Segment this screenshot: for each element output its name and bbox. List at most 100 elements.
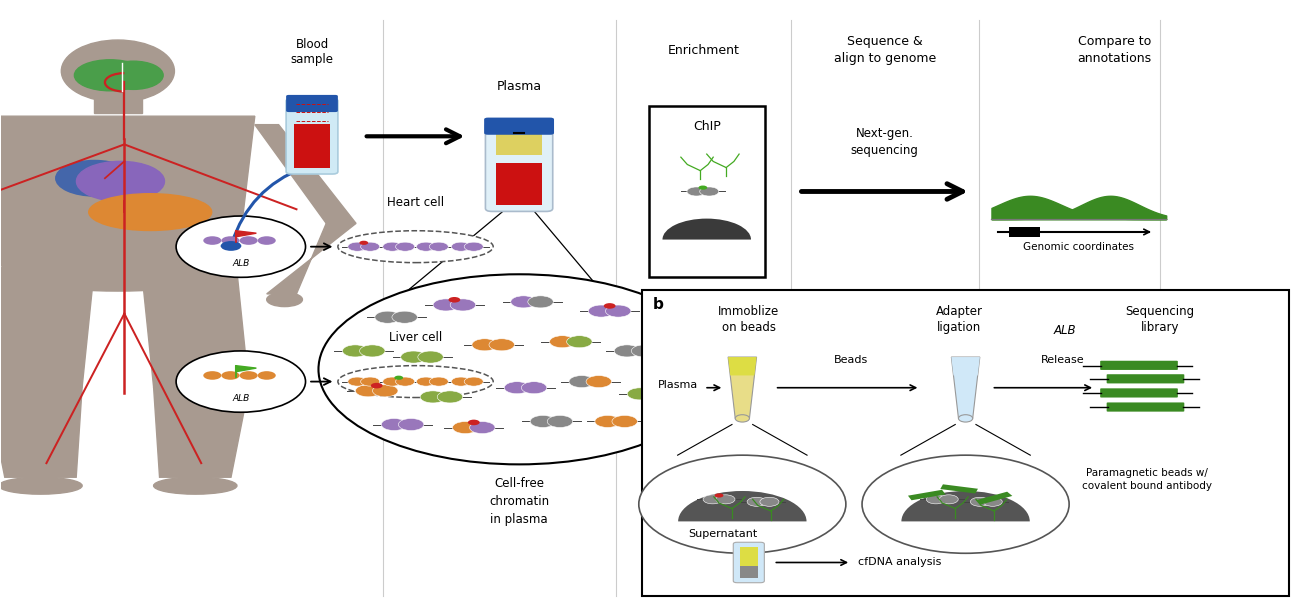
Bar: [648, 105, 765, 277]
Ellipse shape: [0, 251, 237, 291]
FancyBboxPatch shape: [484, 118, 554, 135]
Circle shape: [604, 303, 616, 309]
Bar: [294, 124, 331, 168]
Polygon shape: [236, 366, 257, 372]
Circle shape: [429, 377, 449, 386]
Bar: [95, 74, 141, 113]
Circle shape: [530, 415, 555, 428]
Circle shape: [595, 415, 620, 428]
Polygon shape: [728, 357, 756, 376]
Circle shape: [371, 383, 383, 389]
Circle shape: [392, 311, 418, 323]
Circle shape: [615, 345, 639, 357]
Circle shape: [464, 377, 484, 386]
Circle shape: [348, 377, 367, 386]
FancyBboxPatch shape: [1106, 375, 1184, 383]
Circle shape: [699, 187, 719, 196]
Ellipse shape: [0, 477, 82, 494]
Circle shape: [606, 305, 630, 317]
Text: Liver cell: Liver cell: [389, 331, 442, 344]
Polygon shape: [908, 490, 946, 500]
Circle shape: [176, 216, 306, 277]
Circle shape: [222, 237, 240, 245]
Bar: [1009, 227, 1040, 237]
Circle shape: [547, 415, 573, 428]
FancyBboxPatch shape: [485, 123, 553, 211]
Ellipse shape: [267, 293, 302, 307]
Ellipse shape: [153, 477, 237, 494]
Circle shape: [970, 497, 990, 506]
Circle shape: [394, 376, 403, 380]
Text: Enrichment: Enrichment: [668, 44, 739, 57]
Text: Compare to
annotations: Compare to annotations: [1078, 36, 1152, 65]
Circle shape: [983, 497, 1003, 506]
Circle shape: [383, 377, 402, 386]
Circle shape: [863, 455, 1069, 553]
Circle shape: [612, 415, 637, 428]
Ellipse shape: [104, 61, 163, 89]
Circle shape: [416, 242, 436, 251]
Text: Next-gen.
sequencing: Next-gen. sequencing: [851, 128, 918, 158]
Circle shape: [639, 455, 846, 553]
Text: ALB: ALB: [1053, 325, 1077, 338]
Circle shape: [698, 185, 707, 190]
Circle shape: [375, 311, 401, 323]
Circle shape: [468, 419, 480, 425]
Circle shape: [586, 376, 612, 387]
Text: Supernatant: Supernatant: [689, 529, 757, 539]
Circle shape: [355, 385, 381, 397]
Circle shape: [645, 388, 669, 400]
Circle shape: [716, 495, 735, 504]
Text: Cell-free
chromatin
in plasma: Cell-free chromatin in plasma: [489, 477, 549, 525]
Wedge shape: [901, 491, 1030, 521]
Circle shape: [550, 336, 575, 348]
Text: Blood
sample: Blood sample: [291, 38, 333, 66]
Circle shape: [361, 377, 380, 386]
FancyBboxPatch shape: [1100, 388, 1178, 397]
Circle shape: [511, 296, 536, 308]
Circle shape: [693, 355, 715, 365]
Circle shape: [437, 391, 463, 403]
FancyBboxPatch shape: [1100, 361, 1178, 370]
Wedge shape: [663, 219, 751, 240]
Polygon shape: [0, 116, 254, 265]
Polygon shape: [254, 124, 355, 224]
Ellipse shape: [735, 415, 750, 422]
Text: Sequence &
align to genome: Sequence & align to genome: [834, 36, 936, 65]
Circle shape: [361, 242, 380, 251]
Circle shape: [589, 305, 613, 317]
Polygon shape: [728, 357, 756, 418]
Circle shape: [677, 355, 699, 365]
FancyBboxPatch shape: [1106, 402, 1184, 411]
Circle shape: [372, 385, 398, 397]
Ellipse shape: [339, 366, 493, 397]
Text: Paramagnetic beads w/
covalent bound antibody: Paramagnetic beads w/ covalent bound ant…: [1082, 468, 1211, 492]
Circle shape: [449, 297, 460, 302]
Circle shape: [939, 495, 958, 504]
Ellipse shape: [339, 231, 493, 262]
Text: Plasma: Plasma: [497, 80, 542, 94]
Circle shape: [401, 351, 427, 363]
Circle shape: [703, 495, 722, 504]
Circle shape: [735, 355, 757, 365]
Polygon shape: [0, 387, 82, 477]
Circle shape: [472, 339, 497, 351]
Circle shape: [760, 497, 779, 506]
Circle shape: [420, 391, 446, 403]
Ellipse shape: [88, 193, 211, 230]
Polygon shape: [267, 224, 355, 294]
Circle shape: [707, 355, 729, 365]
Circle shape: [470, 421, 495, 434]
Circle shape: [464, 242, 484, 251]
Wedge shape: [678, 491, 807, 521]
Circle shape: [569, 376, 594, 387]
Text: Release: Release: [1040, 355, 1084, 365]
Circle shape: [258, 237, 276, 245]
Text: ALB: ALB: [232, 394, 249, 403]
Circle shape: [521, 382, 547, 394]
Circle shape: [505, 382, 529, 394]
Ellipse shape: [56, 160, 134, 196]
Circle shape: [628, 388, 652, 400]
Polygon shape: [141, 271, 249, 387]
Text: b: b: [652, 297, 663, 312]
